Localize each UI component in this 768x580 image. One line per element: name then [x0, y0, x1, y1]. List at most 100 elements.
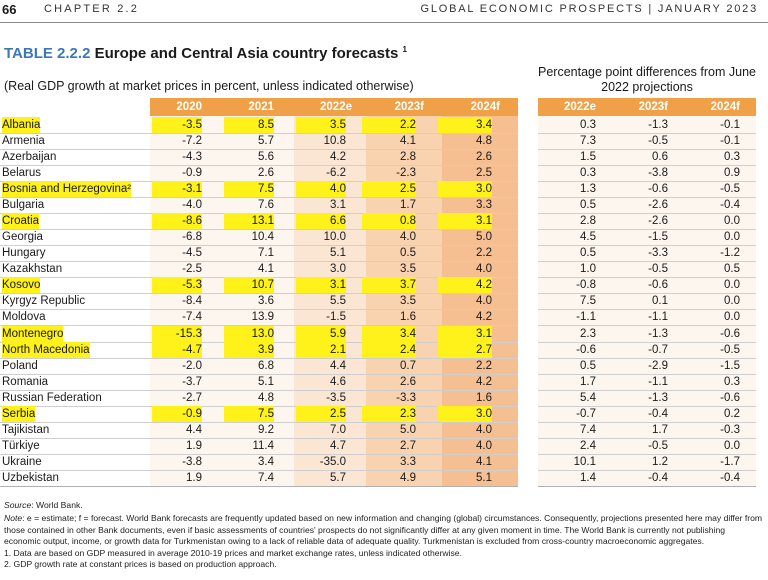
- diff-2022e: -0.7: [576, 408, 596, 420]
- value-2023f: 2.6: [400, 376, 416, 388]
- diff-2023f: -0.5: [648, 440, 668, 452]
- value-2024f: 4.2: [476, 376, 492, 388]
- row-separator: [0, 149, 518, 150]
- diff-2024f: 0.0: [724, 311, 740, 323]
- diff-2023f: -0.6: [648, 183, 668, 195]
- value-2024f: 4.0: [476, 295, 492, 307]
- value-2023f: 4.1: [400, 135, 416, 147]
- diff-row-separator: [538, 309, 756, 310]
- value-2023f: -2.3: [396, 167, 416, 179]
- value-2024f: 2.6: [476, 151, 492, 163]
- diff-2023f: -0.5: [648, 263, 668, 275]
- value-2022e: 5.9: [296, 326, 346, 342]
- diff-2023f: -0.6: [648, 279, 668, 291]
- value-2020: -7.4: [182, 311, 202, 323]
- value-2021: 7.5: [224, 181, 274, 197]
- table-row: Türkiye 1.9 11.4 4.7 2.7 4.0 2.4 -0.5 0.0: [0, 438, 768, 454]
- diff-2023f: -3.8: [648, 167, 668, 179]
- value-2022e: 4.4: [330, 360, 346, 372]
- diff-2024f: -0.1: [720, 135, 740, 147]
- value-2024f: 3.4: [438, 117, 492, 133]
- diff-header-2022e: 2022e: [564, 101, 596, 113]
- table-row: Albania -3.5 8.5 3.5 2.2 3.4 0.3 -1.3 -0.1: [0, 117, 768, 133]
- table-row: Bulgaria -4.0 7.6 3.1 1.7 3.3 0.5 -2.6 -0.4: [0, 197, 768, 213]
- source-note: Source: World Bank.: [4, 500, 764, 511]
- diff-2023f: -1.5: [648, 231, 668, 243]
- country-name: Serbia: [2, 406, 36, 422]
- value-2022e: 3.5: [296, 117, 346, 133]
- source-label: Source: [4, 500, 32, 510]
- row-separator: [0, 325, 518, 326]
- value-2022e: 3.1: [296, 277, 346, 293]
- diff-2024f: 0.3: [724, 151, 740, 163]
- diff-2022e: 5.4: [580, 392, 596, 404]
- country-name: Kyrgyz Republic: [2, 295, 86, 307]
- diff-2022e: 1.3: [580, 183, 596, 195]
- diff-row-separator: [538, 454, 756, 455]
- value-2024f: 4.0: [476, 424, 492, 436]
- value-2022e: -35.0: [319, 456, 346, 468]
- diff-2022e: 7.3: [580, 135, 596, 147]
- value-2020: -8.6: [152, 213, 202, 229]
- diff-2024f: 0.2: [724, 408, 740, 420]
- value-2024f: 1.6: [476, 392, 492, 404]
- diff-2024f: 0.5: [724, 263, 740, 275]
- value-2023f: 0.8: [362, 213, 416, 229]
- country-name: Kosovo: [2, 277, 41, 293]
- country-name: Montenegro: [2, 326, 64, 342]
- value-2021: 5.6: [258, 151, 274, 163]
- diff-row-separator: [538, 374, 756, 375]
- country-name: Armenia: [2, 135, 45, 147]
- value-2020: -3.5: [152, 117, 202, 133]
- value-2023f: 2.5: [362, 181, 416, 197]
- country-name: North Macedonia: [2, 342, 90, 358]
- value-2021: 10.7: [224, 277, 274, 293]
- row-separator: [0, 197, 518, 198]
- row-separator: [0, 293, 518, 294]
- value-2021: 7.1: [258, 247, 274, 259]
- country-name: Ukraine: [2, 456, 42, 468]
- table-label: TABLE 2.2.2: [4, 45, 91, 62]
- table-row: Croatia -8.6 13.1 6.6 0.8 3.1 2.8 -2.6 0.0: [0, 213, 768, 229]
- value-2023f: 2.7: [400, 440, 416, 452]
- row-separator: [0, 390, 518, 391]
- value-2021: 13.9: [251, 311, 274, 323]
- country-name: Romania: [2, 376, 49, 388]
- value-2024f: 2.5: [476, 167, 492, 179]
- value-2020: -6.8: [182, 231, 202, 243]
- diff-2022e: 0.5: [580, 247, 596, 259]
- value-2021: 13.1: [224, 213, 274, 229]
- diff-2022e: -1.1: [576, 311, 596, 323]
- row-separator: [0, 470, 518, 471]
- diff-column-band: [538, 98, 756, 486]
- value-2021: 5.7: [258, 135, 274, 147]
- diff-2023f: -1.1: [648, 376, 668, 388]
- value-2022e: 6.6: [296, 213, 346, 229]
- diff-row-separator: [538, 293, 756, 294]
- country-name: Albania: [2, 117, 41, 133]
- value-2024f: 4.2: [476, 311, 492, 323]
- value-2023f: 3.5: [400, 295, 416, 307]
- diff-2024f: -0.5: [720, 344, 740, 356]
- diff-2022e: 0.3: [580, 167, 596, 179]
- value-2020: -4.5: [182, 247, 202, 259]
- country-name: Uzbekistan: [2, 472, 59, 484]
- row-separator: [0, 245, 518, 246]
- diff-row-separator: [538, 229, 756, 230]
- general-note: Note: e = estimate; f = forecast. World …: [4, 513, 764, 547]
- value-2021: 13.0: [224, 326, 274, 342]
- diff-row-separator: [538, 261, 756, 262]
- diff-2022e: 1.5: [580, 151, 596, 163]
- diff-2023f: -1.3: [648, 392, 668, 404]
- diff-2023f: 0.6: [652, 151, 668, 163]
- value-2022e: 5.1: [330, 247, 346, 259]
- country-name: Bosnia and Herzegovina²: [2, 181, 132, 197]
- diff-row-separator: [538, 149, 756, 150]
- value-2024f: 2.2: [476, 360, 492, 372]
- table-row: Kazakhstan -2.5 4.1 3.0 3.5 4.0 1.0 -0.5 0.5: [0, 261, 768, 277]
- country-name: Bulgaria: [2, 199, 45, 211]
- diff-2022e: 7.5: [580, 295, 596, 307]
- note-text: : e = estimate; f = forecast. World Bank…: [4, 513, 763, 547]
- diff-2024f: -0.6: [720, 392, 740, 404]
- chapter-label: CHAPTER 2.2: [44, 3, 140, 15]
